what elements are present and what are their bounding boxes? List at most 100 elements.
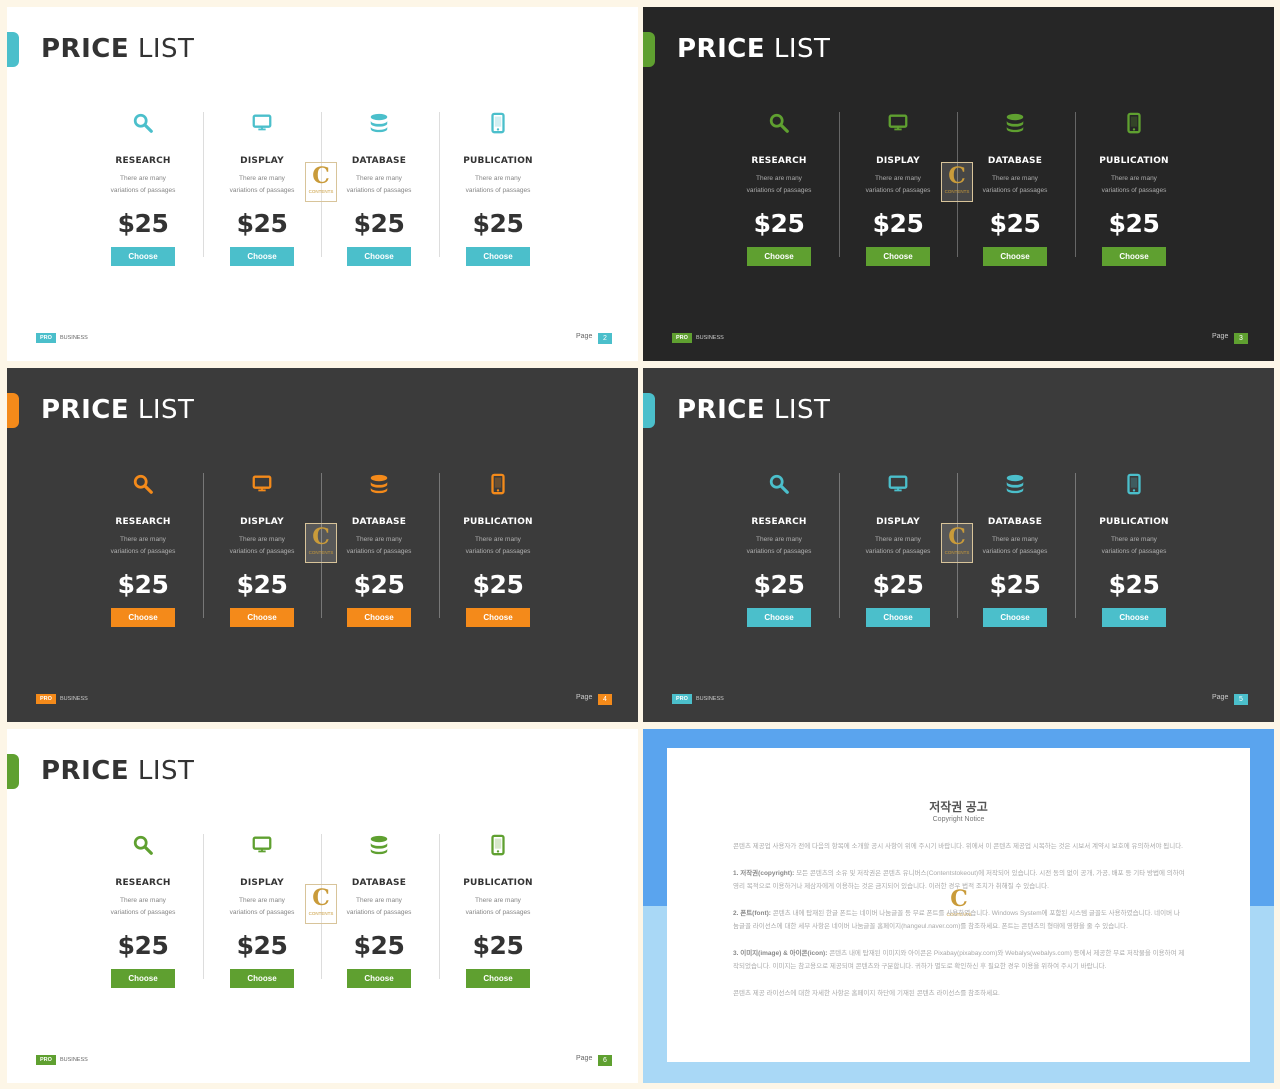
column-divider xyxy=(321,112,322,257)
price-column-display: DISPLAY There are many variations of pas… xyxy=(203,834,321,988)
column-description: There are many variations of passages xyxy=(1101,175,1167,194)
choose-button[interactable]: Choose xyxy=(466,969,530,988)
choose-button[interactable]: Choose xyxy=(747,608,811,627)
page-label: Page xyxy=(576,333,593,340)
phone-icon xyxy=(1075,112,1193,140)
choose-button[interactable]: Choose xyxy=(230,969,294,988)
column-price: $25 xyxy=(236,209,288,238)
column-price: $25 xyxy=(1108,570,1160,599)
price-column-research: RESEARCH There are many variations of pa… xyxy=(84,834,202,988)
search-icon xyxy=(84,473,202,501)
search-icon xyxy=(720,473,838,501)
column-price: $25 xyxy=(472,570,524,599)
footer-pro-badge: PRO xyxy=(36,694,56,704)
title-accent-bar xyxy=(7,754,19,789)
title-accent-bar xyxy=(643,393,655,428)
search-icon xyxy=(720,112,838,140)
choose-button[interactable]: Choose xyxy=(466,608,530,627)
price-column-publication: PUBLICATION There are many variations of… xyxy=(1075,112,1193,266)
column-title: DATABASE xyxy=(351,878,407,888)
column-price: $25 xyxy=(753,570,805,599)
column-price: $25 xyxy=(989,570,1041,599)
page-label: Page xyxy=(576,1055,593,1062)
column-price: $25 xyxy=(353,570,405,599)
choose-button[interactable]: Choose xyxy=(230,247,294,266)
column-title: RESEARCH xyxy=(115,878,171,888)
footer-business-label: BUSINESS xyxy=(696,335,724,341)
choose-button[interactable]: Choose xyxy=(347,608,411,627)
price-list-slide-6: PRICE LIST RESEARCH There are many varia… xyxy=(7,729,638,1083)
choose-button[interactable]: Choose xyxy=(230,608,294,627)
database-icon xyxy=(956,112,1074,140)
database-icon xyxy=(956,473,1074,501)
column-description: There are many variations of passages xyxy=(865,536,931,555)
monitor-icon xyxy=(839,473,957,501)
contents-watermark-logo: C CONTENTS xyxy=(305,523,337,563)
choose-button[interactable]: Choose xyxy=(466,247,530,266)
column-price: $25 xyxy=(236,931,288,960)
footer-pro-badge: PRO xyxy=(36,333,56,343)
choose-button[interactable]: Choose xyxy=(111,608,175,627)
column-title: DISPLAY xyxy=(876,517,920,527)
column-price: $25 xyxy=(989,209,1041,238)
price-column-research: RESEARCH There are many variations of pa… xyxy=(84,112,202,266)
choose-button[interactable]: Choose xyxy=(111,247,175,266)
column-divider xyxy=(957,473,958,618)
notice-paper: 저작권 공고 Copyright Notice C CONTENTS 콘텐츠 제… xyxy=(667,748,1250,1062)
column-divider xyxy=(203,834,204,979)
notice-subtitle: Copyright Notice xyxy=(932,816,985,823)
price-column-publication: PUBLICATION There are many variations of… xyxy=(439,834,557,988)
phone-icon xyxy=(439,473,557,501)
price-column-database: DATABASE There are many variations of pa… xyxy=(320,834,438,988)
column-description: There are many variations of passages xyxy=(346,175,412,194)
notice-paragraph-font: 2. 폰트(font): 콘텐츠 내에 탑재된 한글 폰트는 네이버 나눔글꼴 … xyxy=(733,910,1180,930)
choose-button[interactable]: Choose xyxy=(111,969,175,988)
column-description: There are many variations of passages xyxy=(229,536,295,555)
notice-body: 콘텐츠 제공업 사용자가 전에 다음의 항목에 소개할 공시 사항이 위에 주시… xyxy=(733,840,1185,1014)
choose-button[interactable]: Choose xyxy=(1102,608,1166,627)
column-title: RESEARCH xyxy=(751,156,807,166)
column-description: There are many variations of passages xyxy=(229,897,295,916)
column-title: PUBLICATION xyxy=(1099,517,1169,527)
notice-paragraph-copyright: 1. 저작권(copyright): 모든 콘텐츠의 소유 및 저작권은 콘텐츠… xyxy=(733,870,1185,890)
column-divider xyxy=(957,112,958,257)
column-description: There are many variations of passages xyxy=(465,175,531,194)
column-description: There are many variations of passages xyxy=(746,175,812,194)
choose-button[interactable]: Choose xyxy=(347,969,411,988)
column-divider xyxy=(839,473,840,618)
choose-button[interactable]: Choose xyxy=(866,608,930,627)
choose-button[interactable]: Choose xyxy=(866,247,930,266)
footer-pro-badge: PRO xyxy=(672,333,692,343)
column-description: There are many variations of passages xyxy=(1101,536,1167,555)
column-title: PUBLICATION xyxy=(1099,156,1169,166)
slide-title: PRICE LIST xyxy=(677,395,831,425)
column-price: $25 xyxy=(117,931,169,960)
price-column-database: DATABASE There are many variations of pa… xyxy=(956,112,1074,266)
page-label: Page xyxy=(576,694,593,701)
price-column-publication: PUBLICATION There are many variations of… xyxy=(1075,473,1193,627)
column-title: DISPLAY xyxy=(876,156,920,166)
choose-button[interactable]: Choose xyxy=(347,247,411,266)
column-price: $25 xyxy=(753,209,805,238)
phone-icon xyxy=(439,834,557,862)
column-price: $25 xyxy=(872,570,924,599)
title-accent-bar xyxy=(7,393,19,428)
database-icon xyxy=(320,473,438,501)
notice-paragraph-license: 콘텐츠 제공 라이선스에 대한 자세한 사항은 홈페이지 하단에 기재된 콘텐츠… xyxy=(733,990,1000,997)
notice-paragraph-intro: 콘텐츠 제공업 사용자가 전에 다음의 항목에 소개할 공시 사항이 위에 주시… xyxy=(733,843,1183,850)
column-title: DATABASE xyxy=(987,517,1043,527)
column-title: RESEARCH xyxy=(115,156,171,166)
price-column-display: DISPLAY There are many variations of pas… xyxy=(203,112,321,266)
choose-button[interactable]: Choose xyxy=(983,247,1047,266)
choose-button[interactable]: Choose xyxy=(983,608,1047,627)
monitor-icon xyxy=(203,473,321,501)
choose-button[interactable]: Choose xyxy=(747,247,811,266)
page-number: 4 xyxy=(598,694,612,705)
notice-watermark-logo: C CONTENTS xyxy=(946,886,972,917)
column-title: RESEARCH xyxy=(115,517,171,527)
monitor-icon xyxy=(839,112,957,140)
footer-business-label: BUSINESS xyxy=(696,696,724,702)
choose-button[interactable]: Choose xyxy=(1102,247,1166,266)
title-accent-bar xyxy=(7,32,19,67)
column-title: DATABASE xyxy=(987,156,1043,166)
